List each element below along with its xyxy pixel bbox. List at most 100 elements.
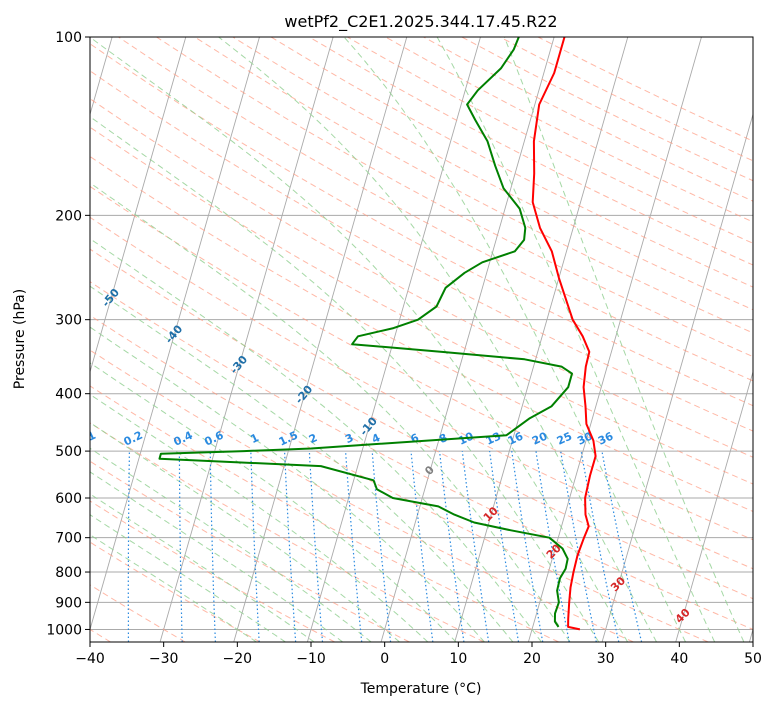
moist-adiabat-line <box>90 182 571 642</box>
mixing-ratio-line <box>345 451 363 642</box>
moist-adiabat-line <box>218 37 657 642</box>
mixing-ratio-label: 6 <box>409 431 422 446</box>
dry-adiabat-line <box>90 216 753 570</box>
x-tick-label: 20 <box>523 651 541 667</box>
isotherm-line <box>601 112 753 642</box>
isotherm-line <box>380 37 555 642</box>
mixing-ratio-label: 20 <box>530 429 550 447</box>
moist-adiabat-line <box>503 37 745 642</box>
mixing-ratio-line <box>461 451 490 642</box>
y-tick-label: 600 <box>55 491 82 507</box>
dry-adiabat-label: -20 <box>293 383 316 407</box>
moist-adiabat-line <box>343 37 687 642</box>
dry-adiabat-line <box>90 126 753 485</box>
isotherm-line <box>675 370 753 642</box>
moist-adiabat-line <box>90 116 600 642</box>
dry-adiabat-line <box>90 70 753 432</box>
dry-adiabat-line <box>90 314 709 642</box>
mixing-ratio-label: 0.2 <box>122 429 145 449</box>
mixing-ratio-line <box>410 451 434 642</box>
dry-adiabat-line <box>90 541 261 642</box>
dry-adiabat-label: -70 <box>0 190 2 214</box>
y-tick-label: 300 <box>55 313 82 329</box>
isotherm-line <box>527 37 702 642</box>
x-tick-label: −30 <box>149 651 179 667</box>
mixing-ratio-label: 0.1 <box>75 429 98 449</box>
moist-adiabat-line <box>90 37 629 642</box>
moist-adiabat-label: 0 <box>422 463 437 478</box>
moist-adiabat-label: 30 <box>608 574 628 594</box>
mixing-ratio-line <box>489 451 520 642</box>
y-tick-label: 400 <box>55 387 82 403</box>
background-lines <box>90 37 753 642</box>
axes-ticks: −40 −30 −20 −10 0 10 20 30 40 5010020030040050060… <box>46 30 762 667</box>
dry-adiabat-line <box>90 185 753 541</box>
isotherm-line <box>90 37 187 374</box>
dewpoint-line <box>158 37 573 628</box>
y-tick-label: 100 <box>55 30 82 46</box>
mixing-ratio-line <box>284 451 297 642</box>
mixing-ratio-line <box>371 451 392 642</box>
y-tick-label: 900 <box>55 595 82 611</box>
y-tick-label: 200 <box>55 208 82 224</box>
dry-adiabat-line <box>90 422 485 642</box>
dry-adiabat-line <box>90 98 753 458</box>
dry-adiabat-line <box>118 37 753 382</box>
dry-adiabat-line <box>461 37 753 182</box>
mixing-ratio-label: 25 <box>555 430 574 448</box>
mixing-ratio-label: 0.4 <box>172 428 195 448</box>
dry-adiabat-line <box>90 155 753 513</box>
moist-adiabat-line <box>90 447 372 642</box>
mixing-ratio-line <box>127 451 130 642</box>
moist-adiabat-line <box>90 471 343 642</box>
mixing-ratio-line <box>601 450 643 642</box>
dry-adiabat-line <box>90 584 186 642</box>
dry-adiabat-line <box>90 460 410 642</box>
moist-adiabat-line <box>90 422 400 642</box>
x-tick-label: −40 <box>75 651 105 667</box>
mixing-ratio-label: 1 <box>248 431 260 446</box>
moist-adiabat-line <box>90 238 542 642</box>
dry-adiabat-line <box>232 37 753 311</box>
moist-adiabat-line <box>90 393 429 642</box>
dry-adiabat-label: -30 <box>228 353 251 377</box>
mixing-ratio-line <box>250 451 260 642</box>
mixing-ratio-line <box>439 451 465 642</box>
x-tick-label: 50 <box>744 651 762 667</box>
dry-adiabat-line <box>194 37 753 334</box>
moist-adiabat-line <box>90 493 315 642</box>
dry-adiabat-label: -60 <box>39 238 62 262</box>
x-tick-label: 40 <box>670 651 688 667</box>
dry-adiabat-line <box>90 349 634 642</box>
isotherm-line <box>233 37 408 642</box>
chart-title: wetPf2_C2E1.2025.344.17.45.R22 <box>284 12 557 32</box>
mixing-ratio-label: 16 <box>506 429 526 447</box>
mixing-ratio-label: 13 <box>484 430 503 448</box>
dry-adiabat-label: -40 <box>163 322 186 346</box>
mixing-ratio-label: 1.5 <box>277 429 300 449</box>
moist-adiabat-label: 10 <box>481 504 501 524</box>
mixing-ratio-label: 36 <box>596 429 616 447</box>
mixing-ratio-label: 2 <box>307 431 319 446</box>
moist-adiabat-line <box>436 37 716 642</box>
x-tick-label: 10 <box>449 651 467 667</box>
dry-adiabat-line <box>90 43 753 407</box>
moist-adiabat-line <box>90 514 286 642</box>
inline-labels: 0.10.20.40.611.52346810131620253036-100-… <box>0 190 693 626</box>
x-axis-label: Temperature (°C) <box>360 681 482 697</box>
moist-adiabat-line <box>90 362 457 642</box>
dry-adiabat-line <box>90 248 753 600</box>
mixing-ratio-line <box>580 451 620 642</box>
y-tick-label: 1000 <box>46 622 82 638</box>
isotherm-line <box>159 37 334 642</box>
y-tick-label: 700 <box>55 531 82 547</box>
dry-adiabat-line <box>156 37 753 358</box>
y-axis-label: Pressure (hPa) <box>12 289 28 389</box>
isotherm-line <box>90 37 260 632</box>
dry-adiabat-line <box>90 281 753 630</box>
x-tick-label: 30 <box>597 651 615 667</box>
moist-adiabat-line <box>90 326 485 642</box>
sounding-series <box>158 37 597 631</box>
dry-adiabat-line <box>270 37 753 288</box>
